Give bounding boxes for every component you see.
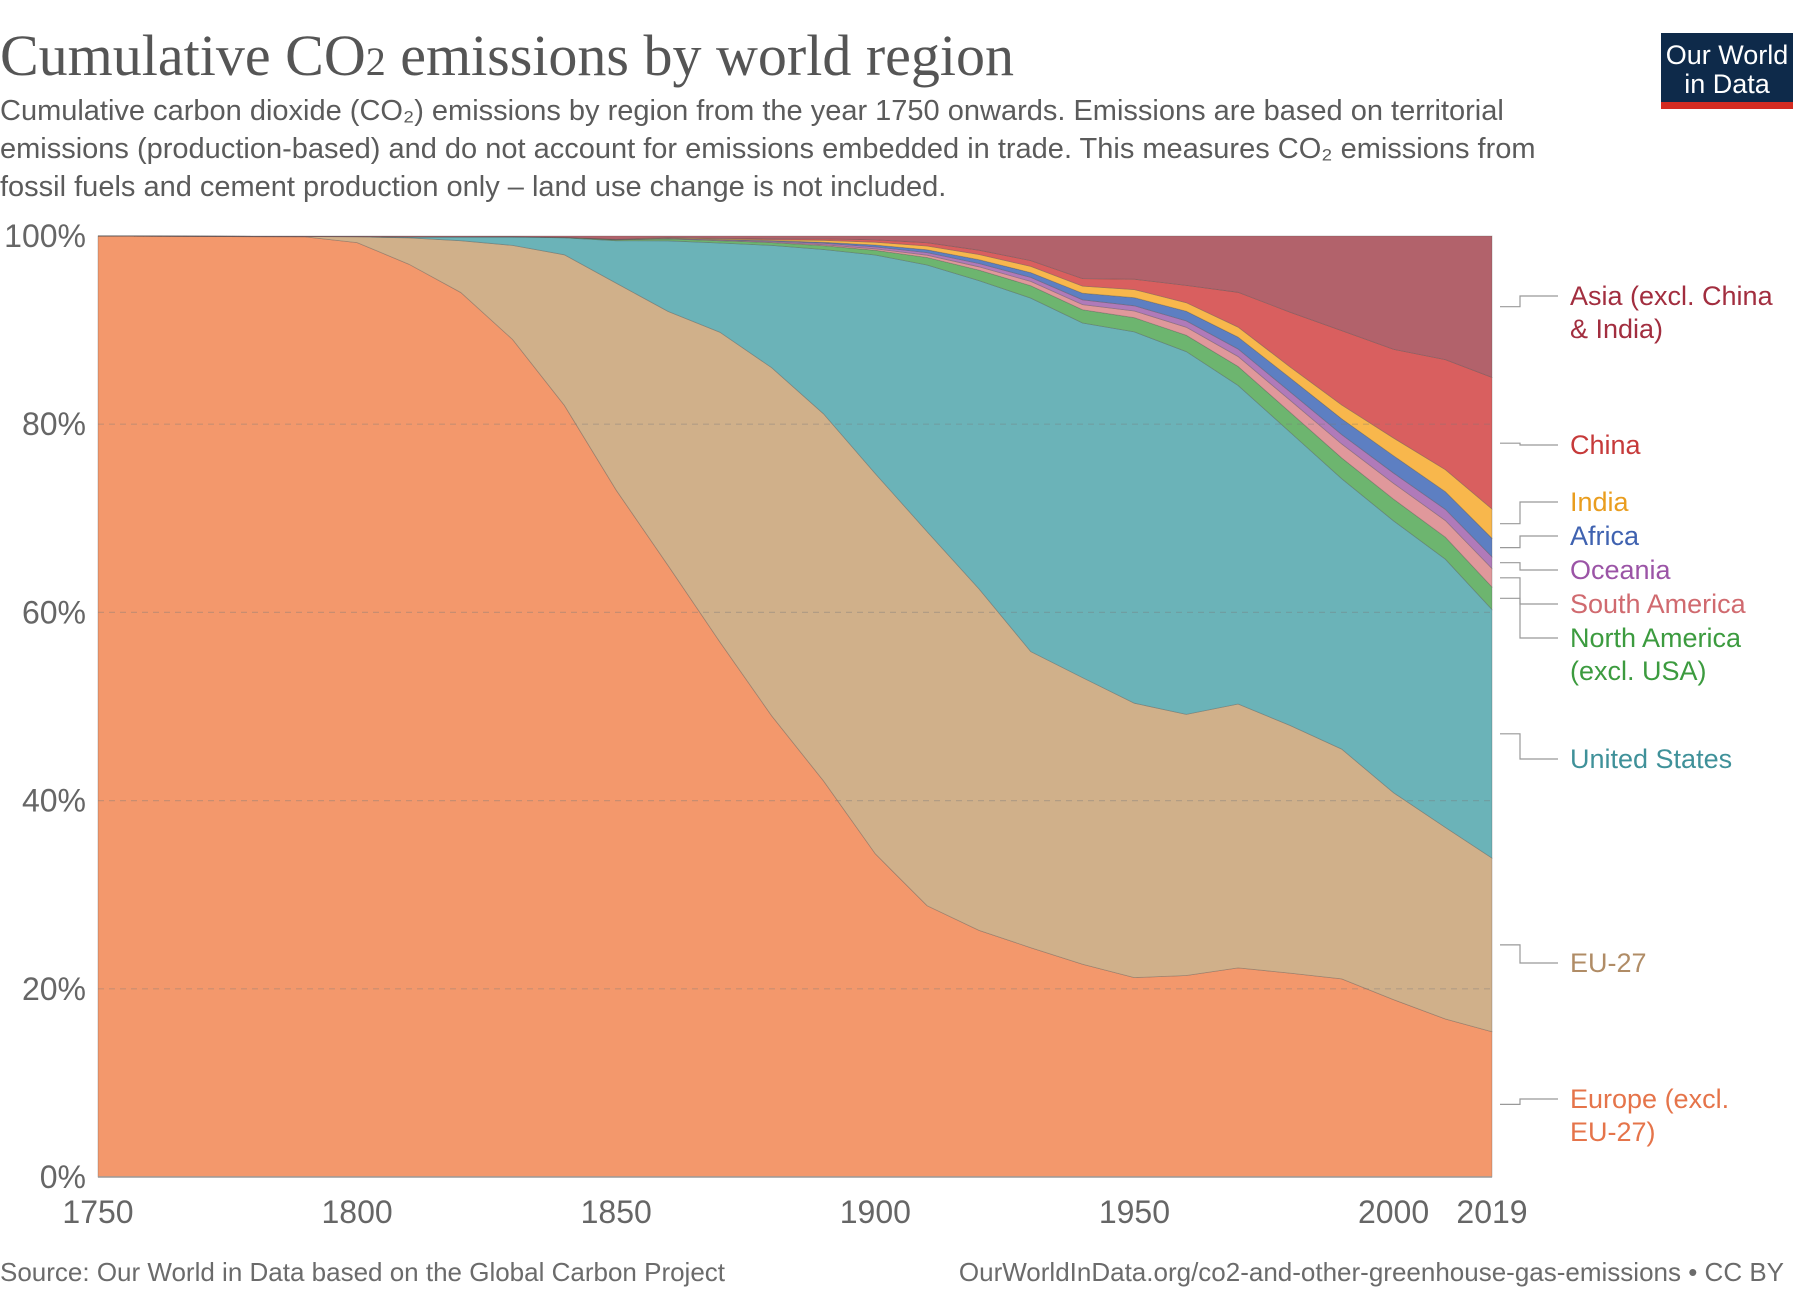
- area-asia-excl-china-india[interactable]: [97, 235, 1493, 378]
- x-tick-label: 1850: [581, 1194, 652, 1230]
- grid-lines: [98, 423, 1492, 1178]
- y-tick-label: 60%: [22, 594, 86, 630]
- x-tick-label: 1900: [840, 1194, 911, 1230]
- area-south-america[interactable]: [97, 235, 1493, 589]
- legend-connector: [1500, 1098, 1558, 1106]
- x-tick-label: 1950: [1099, 1194, 1170, 1230]
- y-tick-label: 100%: [4, 218, 86, 254]
- legend-connector: [1500, 597, 1558, 639]
- legend: Asia (excl. China& India) China India Afric…: [1500, 281, 1774, 1147]
- legend-label-oceania[interactable]: Oceania: [1570, 555, 1672, 585]
- x-tick-label: 1800: [322, 1194, 393, 1230]
- legend-label-europe-excl-eu-27[interactable]: EU-27): [1570, 1117, 1656, 1147]
- legend-connector: [1500, 501, 1558, 525]
- legend-connector: [1500, 535, 1558, 549]
- legend-connector: [1500, 944, 1558, 964]
- legend-connector: [1500, 733, 1558, 760]
- legend-label-south-america[interactable]: South America: [1570, 589, 1747, 619]
- legend-connector: [1500, 562, 1558, 571]
- area-layers: [97, 235, 1493, 1178]
- legend-label-eu-27[interactable]: EU-27: [1570, 948, 1647, 978]
- y-axis: 0% 20% 40% 60% 80% 100%: [4, 218, 86, 1195]
- area-north-america-excl-usa[interactable]: [97, 235, 1493, 611]
- chart-title-subscript: 2: [365, 39, 386, 84]
- owid-logo[interactable]: Our World in Data: [1661, 33, 1793, 109]
- logo-line-2: in Data: [1684, 69, 1770, 99]
- legend-connector: [1500, 577, 1558, 605]
- source-note: Source: Our World in Data based on the G…: [0, 1257, 726, 1287]
- legend-label-united-states[interactable]: United States: [1570, 744, 1732, 774]
- x-tick-label: 1750: [62, 1194, 133, 1230]
- logo-accent-bar: [1661, 102, 1793, 109]
- legend-label-asia-excl-china-india[interactable]: Asia (excl. China: [1570, 281, 1774, 311]
- chart-title: Cumulative CO2 emissions by world region: [0, 22, 1014, 89]
- x-tick-label: 2000: [1358, 1194, 1429, 1230]
- chart-subtitle: Cumulative carbon dioxide (CO₂) emission…: [0, 95, 1536, 203]
- legend-label-north-america-excl-usa[interactable]: (excl. USA): [1570, 656, 1707, 686]
- y-tick-label: 0%: [40, 1159, 86, 1195]
- logo-line-1: Our World: [1665, 40, 1789, 70]
- legend-label-europe-excl-eu-27[interactable]: Europe (excl.: [1570, 1084, 1729, 1114]
- source-url[interactable]: OurWorldInData.org/co2-and-other-greenho…: [958, 1257, 1784, 1287]
- x-tick-label: 2019: [1456, 1194, 1527, 1230]
- x-axis: 1750 1800 1850 1900 1950 2000 2019: [62, 1194, 1527, 1230]
- legend-connector: [1500, 442, 1558, 446]
- legend-label-china[interactable]: China: [1570, 430, 1642, 460]
- chart-title-rest: emissions by world region: [385, 23, 1014, 88]
- legend-label-africa[interactable]: Africa: [1570, 521, 1640, 551]
- y-tick-label: 80%: [22, 406, 86, 442]
- legend-label-asia-excl-china-india[interactable]: & India): [1570, 314, 1663, 344]
- chart-title-main: Cumulative CO: [0, 23, 366, 88]
- legend-label-north-america-excl-usa[interactable]: North America: [1570, 623, 1742, 653]
- y-tick-label: 20%: [22, 971, 86, 1007]
- area-oceania[interactable]: [97, 235, 1493, 570]
- legend-label-india[interactable]: India: [1570, 487, 1630, 517]
- area-united-states[interactable]: [97, 235, 1493, 859]
- legend-connector: [1500, 295, 1558, 308]
- y-tick-label: 40%: [22, 783, 86, 819]
